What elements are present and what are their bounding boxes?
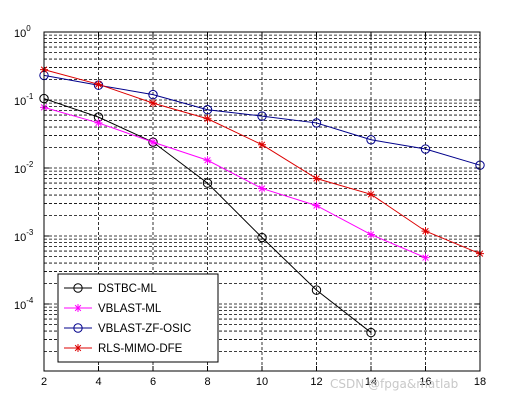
series-line <box>43 74 481 166</box>
data-point-circle <box>257 232 267 243</box>
legend-item: VBLAST-ML <box>64 303 162 315</box>
plot-frame <box>43 31 481 372</box>
data-point-star <box>94 118 103 127</box>
data-point-star <box>312 174 321 183</box>
x-tick-label: 6 <box>150 376 156 388</box>
legend-item: RLS-MIMO-DFE <box>64 343 183 355</box>
data-point-circle <box>73 283 83 293</box>
x-tick-label: 12 <box>310 376 322 388</box>
data-point-circle <box>148 137 158 147</box>
data-point-star <box>149 99 157 108</box>
y-tick-label: 100 <box>14 24 31 40</box>
data-point-circle <box>73 323 83 333</box>
y-tick-label: 10-4 <box>14 296 34 312</box>
data-point-star <box>149 138 157 147</box>
legend-label: DSTBC-ML <box>98 283 157 295</box>
watermark: CSDN @fpga&matlab <box>330 377 459 391</box>
data-point-star <box>421 227 430 236</box>
data-point-circle <box>148 89 158 100</box>
data-point-circle <box>366 135 376 145</box>
x-tick-label: 16 <box>419 376 431 388</box>
series-line <box>43 98 372 333</box>
legend: DSTBC-ML VBLAST-ML VBLAST-ZF-OSIC RLS-MIMO-… <box>57 273 219 363</box>
legend-label: VBLAST-ZF-OSIC <box>98 323 191 335</box>
series-line <box>43 106 426 259</box>
data-point-circle <box>420 144 431 154</box>
x-tick-label: 18 <box>474 376 486 388</box>
x-tick-label: 8 <box>204 376 210 388</box>
x-tick-label: 2 <box>41 376 47 388</box>
x-tick-label: 10 <box>256 376 268 388</box>
y-tick-label: 10-1 <box>14 92 34 108</box>
data-point-star <box>203 156 212 165</box>
data-point-circle <box>311 285 322 295</box>
data-point-star <box>312 201 321 210</box>
data-point-star <box>258 140 266 149</box>
data-point-circle <box>257 111 267 121</box>
y-tick-label: 10-3 <box>14 228 34 244</box>
data-point-circle <box>202 105 213 115</box>
legend-item: DSTBC-ML <box>64 283 157 295</box>
series-dstbc-ml <box>39 93 376 338</box>
data-point-star <box>367 190 375 199</box>
y-tick-label: 10-2 <box>14 160 34 176</box>
legend-label: VBLAST-ML <box>98 303 162 315</box>
data-point-star <box>94 80 103 89</box>
y-axis-ticks: 100 10-1 10-2 10-3 10-4 <box>14 24 480 312</box>
data-point-star <box>74 304 82 312</box>
legend-label: RLS-MIMO-DFE <box>98 343 183 355</box>
data-point-star <box>421 253 430 262</box>
legend-box <box>57 273 219 363</box>
legend-item: VBLAST-ZF-OSIC <box>64 323 191 335</box>
data-point-circle <box>311 118 322 128</box>
data-point-star <box>367 230 375 239</box>
data-point-star <box>258 184 266 193</box>
data-point-circle <box>202 178 213 188</box>
data-point-circle <box>366 327 376 338</box>
data-point-star <box>203 114 212 123</box>
data-point-star <box>74 344 82 352</box>
x-tick-label: 4 <box>95 376 101 388</box>
x-tick-label: 14 <box>365 376 377 388</box>
